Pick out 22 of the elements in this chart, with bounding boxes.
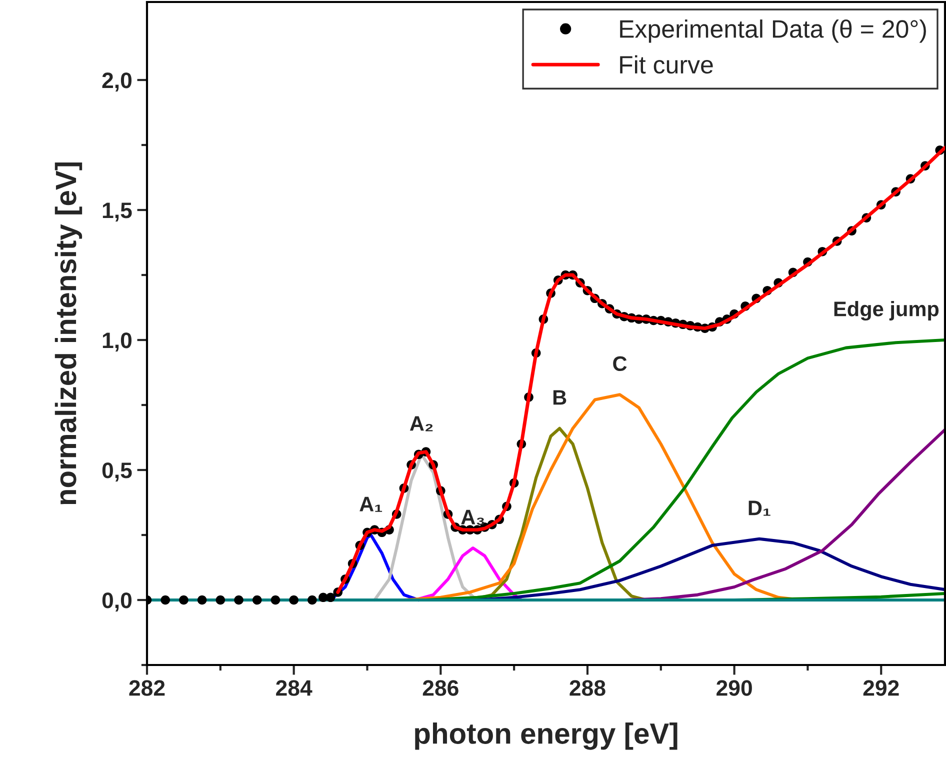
x-axis-title: photon energy [eV] [415,722,678,750]
x-tick-label: 288 [570,680,606,696]
annotation: D₁ [748,500,770,516]
annotation: A₃ [461,510,484,526]
annotation: A₂ [410,416,433,432]
y-tick-label: 2,0 [102,72,132,92]
x-tick-label: 284 [276,680,312,696]
y-tick-label: 1,5 [102,202,132,222]
annotation: A₁ [360,496,382,512]
annotation: C [613,356,627,372]
x-tick-label: 292 [863,680,899,696]
y-axis-title: normalized intensity [eV] [54,162,82,504]
x-tick-label: 282 [129,680,165,696]
annotation: B [553,390,566,405]
annotation: Edge jump [834,301,939,321]
y-tick-label: 0,0 [102,592,132,612]
y-tick-label: 0,5 [102,462,132,482]
x-tick-label: 290 [716,680,752,696]
legend-label: Fit curve [620,55,713,74]
x-tick-label: 286 [422,680,458,696]
y-tick-label: 1,0 [102,332,132,352]
legend-label: Experimental Data (θ = 20°) [620,20,926,43]
